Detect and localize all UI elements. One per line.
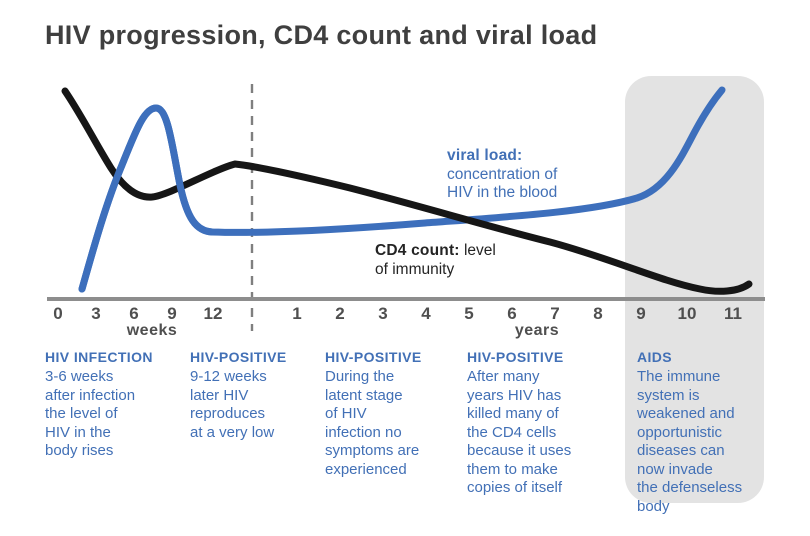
cd4-count-label-line: of immunity bbox=[375, 260, 455, 278]
stage-heading: HIV-POSITIVE bbox=[325, 349, 422, 365]
stage-aids: AIDS The immune system is weakened and oppo… bbox=[637, 349, 742, 516]
page-title: HIV progression, CD4 count and viral loa… bbox=[45, 20, 598, 50]
axis-tick-year: 2 bbox=[335, 304, 345, 323]
stage-hiv-positive-2: HIV-POSITIVE During the latent stage of HI… bbox=[325, 349, 422, 479]
axis-tick-year: 9 bbox=[636, 304, 646, 323]
stage-body: During the latent stage of HIV infection no… bbox=[325, 368, 420, 478]
stage-hiv-infection: HIV INFECTION 3-6 weeks after infection th… bbox=[45, 349, 153, 461]
axis-tick-year: 5 bbox=[464, 304, 474, 323]
axis-tick-year: 3 bbox=[378, 304, 388, 323]
axis-tick-week: 9 bbox=[167, 304, 177, 323]
cd4-count-curve bbox=[61, 87, 753, 295]
stage-body: After many years HIV has killed many of the… bbox=[467, 368, 572, 496]
axis-tick-year: 8 bbox=[593, 304, 603, 323]
cd4-count-label-suffix: level bbox=[463, 242, 496, 259]
axis-tick-week: 12 bbox=[203, 304, 223, 323]
stage-body: 9-12 weeks later HIV reproduces at a very l… bbox=[190, 368, 275, 441]
cd4-count-label-title: CD4 count: bbox=[375, 242, 460, 259]
axis-tick-week: 6 bbox=[129, 304, 139, 323]
axis-unit-weeks: weeks bbox=[126, 322, 178, 339]
stage-body: 3-6 weeks after infection the level of HIV … bbox=[45, 368, 136, 459]
axis-tick-year: 1 bbox=[292, 304, 302, 323]
axis-tick-year: 11 bbox=[724, 304, 742, 323]
viral-load-curve-front-segment bbox=[78, 104, 216, 293]
viral-load-label-line: HIV in the blood bbox=[447, 184, 558, 201]
stage-hiv-positive-1: HIV-POSITIVE 9-12 weeks later HIV reproduc… bbox=[190, 349, 287, 442]
cd4-count-label-line: CD4 count: level bbox=[375, 242, 496, 261]
stage-heading: HIV-POSITIVE bbox=[467, 349, 564, 365]
axis-tick-year: 6 bbox=[507, 304, 517, 323]
axis-tick-year: 10 bbox=[677, 304, 697, 323]
viral-load-label-title: viral load: bbox=[447, 147, 523, 164]
viral-load-label: viral load: concentration of HIV in the … bbox=[447, 147, 557, 203]
axis-tick-year: 4 bbox=[421, 304, 431, 323]
axis-unit-years: years bbox=[514, 322, 560, 339]
axis-tick-week: 0 bbox=[53, 304, 63, 323]
axis-tick-year: 7 bbox=[550, 304, 560, 323]
stage-heading: HIV INFECTION bbox=[45, 349, 153, 365]
stage-hiv-positive-3: HIV-POSITIVE After many years HIV has kill… bbox=[467, 349, 571, 498]
cd4-count-label: CD4 count: level of immunity bbox=[375, 242, 496, 279]
stage-heading: AIDS bbox=[637, 349, 673, 365]
axis-tick-week: 3 bbox=[91, 304, 101, 323]
stage-heading: HIV-POSITIVE bbox=[190, 349, 287, 365]
viral-load-label-line: concentration of bbox=[447, 165, 558, 183]
stage-body: The immune system is weakened and opportuni… bbox=[637, 368, 743, 515]
